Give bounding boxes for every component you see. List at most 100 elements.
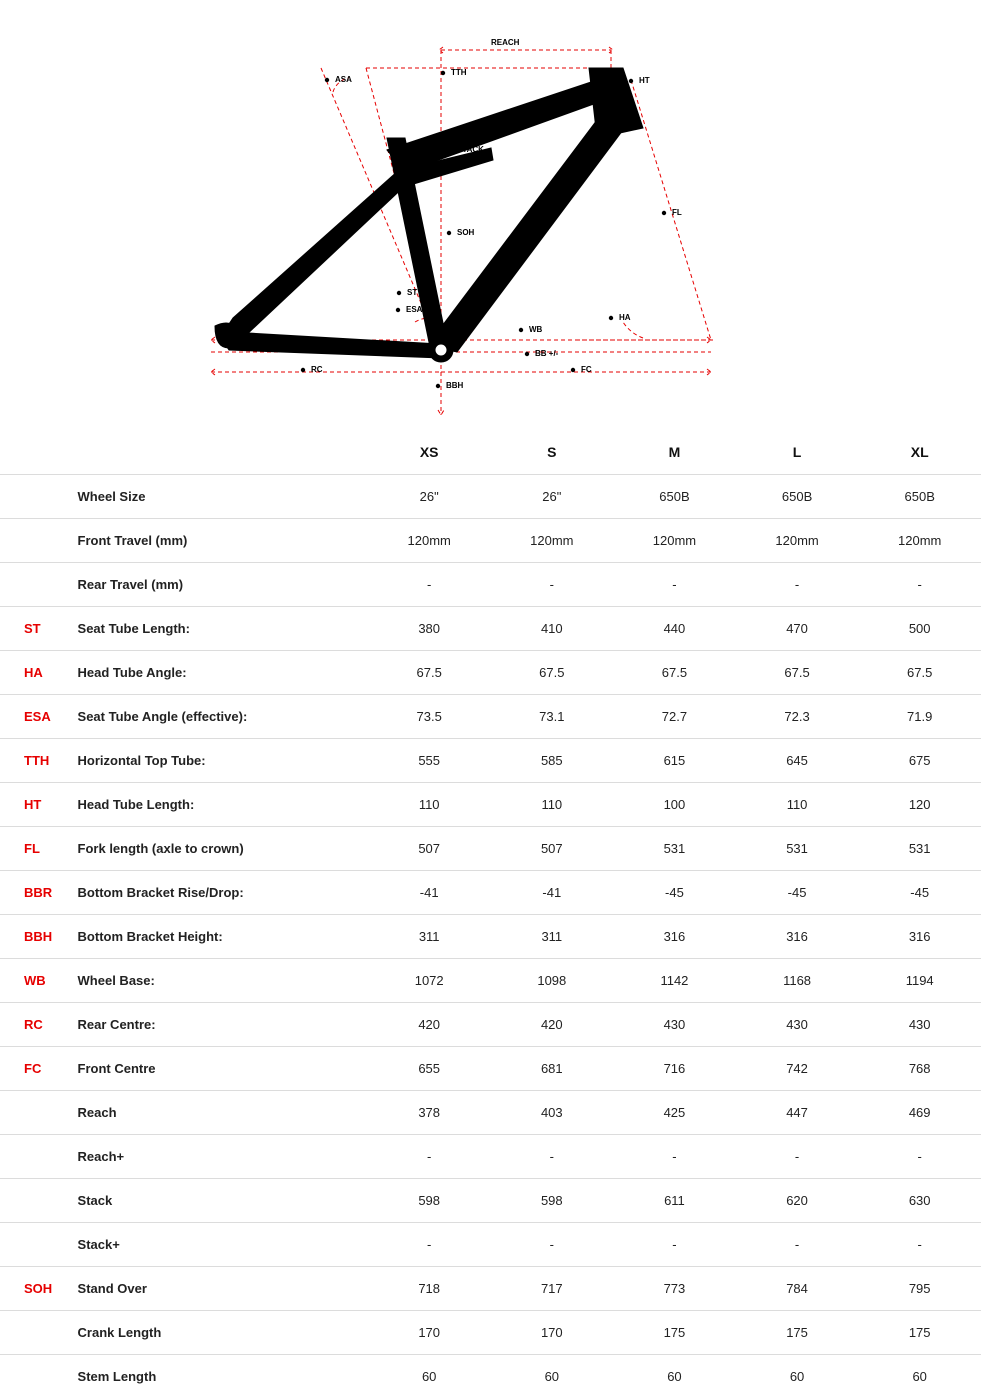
row-value: 67.5	[613, 651, 736, 695]
row-value: 175	[613, 1311, 736, 1355]
row-value: 120mm	[368, 519, 491, 563]
diagram-label-tth: TTH	[451, 68, 467, 77]
row-value: -	[736, 1223, 859, 1267]
row-value: 531	[858, 827, 981, 871]
row-value: 650B	[858, 475, 981, 519]
row-value: -	[491, 1135, 614, 1179]
diagram-label-fc: FC	[581, 365, 592, 374]
row-code: HA	[0, 651, 72, 695]
row-value: 316	[613, 915, 736, 959]
row-label: Horizontal Top Tube:	[72, 739, 368, 783]
row-value: 598	[491, 1179, 614, 1223]
row-code	[0, 1223, 72, 1267]
row-value: 60	[613, 1355, 736, 1398]
table-row: Stem Length6060606060	[0, 1355, 981, 1398]
row-value: 718	[368, 1267, 491, 1311]
row-value: 71.9	[858, 695, 981, 739]
row-value: 768	[858, 1047, 981, 1091]
row-label: Head Tube Length:	[72, 783, 368, 827]
diagram-label-reach: REACH	[491, 38, 520, 47]
row-value: -	[491, 1223, 614, 1267]
row-value: 67.5	[736, 651, 859, 695]
row-value: 72.7	[613, 695, 736, 739]
row-label: Bottom Bracket Height:	[72, 915, 368, 959]
row-value: -45	[858, 871, 981, 915]
row-value: 120mm	[613, 519, 736, 563]
frame-geometry-diagram: REACHASATTHHTSTACKFLSOHSTESAHAWBBB +/-RC…	[0, 0, 981, 430]
row-value: -	[613, 1223, 736, 1267]
row-value: 507	[368, 827, 491, 871]
row-value: 430	[858, 1003, 981, 1047]
table-row: TTHHorizontal Top Tube:555585615645675	[0, 739, 981, 783]
row-value: 598	[368, 1179, 491, 1223]
row-value: 26"	[368, 475, 491, 519]
table-row: STSeat Tube Length:380410440470500	[0, 607, 981, 651]
row-value: -	[613, 563, 736, 607]
row-value: -41	[368, 871, 491, 915]
size-header-m: M	[613, 430, 736, 475]
row-label: Front Travel (mm)	[72, 519, 368, 563]
diagram-dot-wb	[518, 328, 522, 332]
row-code	[0, 1311, 72, 1355]
row-value: -	[858, 1135, 981, 1179]
row-value: 447	[736, 1091, 859, 1135]
row-value: 60	[368, 1355, 491, 1398]
row-value: -45	[736, 871, 859, 915]
row-value: 1194	[858, 959, 981, 1003]
table-row: SOHStand Over718717773784795	[0, 1267, 981, 1311]
row-value: 507	[491, 827, 614, 871]
row-value: 620	[736, 1179, 859, 1223]
row-value: -	[858, 1223, 981, 1267]
row-value: 681	[491, 1047, 614, 1091]
row-value: 420	[368, 1003, 491, 1047]
table-row: RCRear Centre:420420430430430	[0, 1003, 981, 1047]
row-value: 675	[858, 739, 981, 783]
row-value: 170	[491, 1311, 614, 1355]
row-value: 650B	[736, 475, 859, 519]
row-value: 26"	[491, 475, 614, 519]
row-label: Reach	[72, 1091, 368, 1135]
diagram-label-soh: SOH	[457, 228, 475, 237]
row-value: -45	[613, 871, 736, 915]
row-value: 1168	[736, 959, 859, 1003]
table-row: FCFront Centre655681716742768	[0, 1047, 981, 1091]
row-value: 67.5	[858, 651, 981, 695]
row-value: 175	[858, 1311, 981, 1355]
table-row: Stack+-----	[0, 1223, 981, 1267]
row-value: 717	[491, 1267, 614, 1311]
row-value: 410	[491, 607, 614, 651]
row-code: RC	[0, 1003, 72, 1047]
diagram-dot-asa	[324, 78, 328, 82]
row-code: HT	[0, 783, 72, 827]
row-value: 403	[491, 1091, 614, 1135]
diagram-dot-ha	[608, 316, 612, 320]
row-value: 378	[368, 1091, 491, 1135]
diagram-label-wb: WB	[529, 325, 543, 334]
row-value: 60	[736, 1355, 859, 1398]
row-value: 430	[736, 1003, 859, 1047]
geometry-table: XSSMLXL Wheel Size26"26"650B650B650BFron…	[0, 430, 981, 1398]
diagram-label-bbh: BBH	[446, 381, 464, 390]
row-value: 611	[613, 1179, 736, 1223]
table-row: Front Travel (mm)120mm120mm120mm120mm120…	[0, 519, 981, 563]
row-label: Seat Tube Length:	[72, 607, 368, 651]
diagram-dot-tth	[440, 71, 444, 75]
diagram-label-asa: ASA	[335, 75, 352, 84]
size-header-xl: XL	[858, 430, 981, 475]
row-value: 73.1	[491, 695, 614, 739]
row-label: Bottom Bracket Rise/Drop:	[72, 871, 368, 915]
row-value: 72.3	[736, 695, 859, 739]
row-code	[0, 1091, 72, 1135]
row-label: Reach+	[72, 1135, 368, 1179]
row-value: -	[368, 1135, 491, 1179]
size-header-s: S	[491, 430, 614, 475]
row-label: Stand Over	[72, 1267, 368, 1311]
header-row: XSSMLXL	[0, 430, 981, 475]
row-value: 645	[736, 739, 859, 783]
row-label: Stack+	[72, 1223, 368, 1267]
row-value: 650B	[613, 475, 736, 519]
row-label: Front Centre	[72, 1047, 368, 1091]
row-label: Stem Length	[72, 1355, 368, 1398]
row-value: 170	[368, 1311, 491, 1355]
row-value: -41	[491, 871, 614, 915]
